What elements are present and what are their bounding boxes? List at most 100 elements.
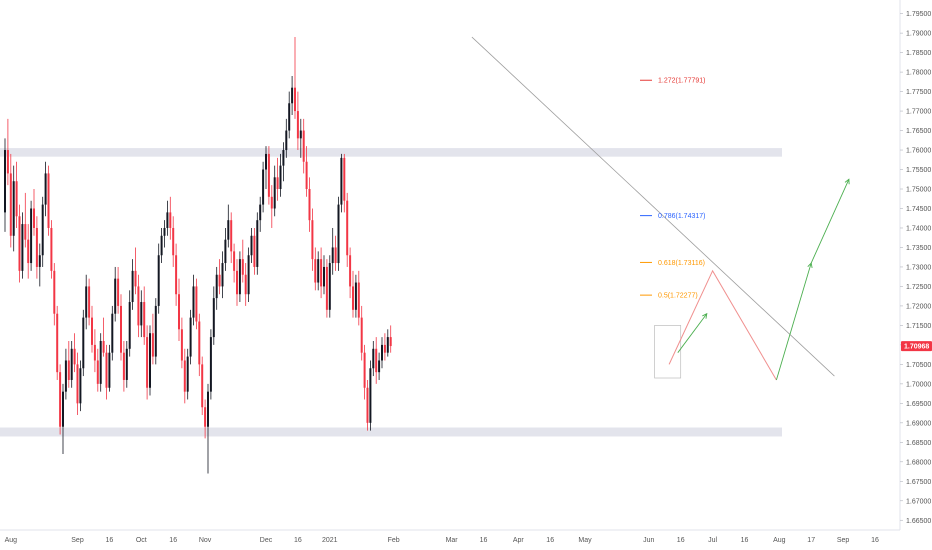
candle [111, 305, 114, 361]
candle-body [265, 153, 267, 170]
candle [299, 118, 302, 158]
y-tick-label: 1.70000 [906, 381, 931, 388]
candle [163, 220, 166, 248]
candle-body [131, 270, 134, 303]
candle [262, 161, 265, 213]
candle [346, 192, 349, 267]
candle-body [305, 161, 308, 190]
fibonacci-levels: 1.272(1.77791) 0.786(1.74317) 0.618(1.7311… [640, 78, 705, 300]
candle [207, 383, 209, 474]
candle [67, 340, 70, 388]
candle [354, 274, 357, 318]
last-price-box [901, 341, 932, 352]
candle-body [53, 270, 56, 314]
candle [18, 204, 21, 283]
candle [44, 161, 47, 217]
candle [317, 251, 320, 291]
projection-path-red [668, 269, 777, 381]
candle-body [18, 216, 21, 271]
candle-body [157, 255, 160, 306]
candle-body [183, 360, 186, 392]
candle-body [96, 360, 99, 384]
y-tick-label: 1.68500 [906, 440, 931, 447]
candle-body [320, 259, 323, 287]
candle-body [357, 282, 360, 318]
candle [189, 309, 192, 365]
y-tick-label: 1.67000 [906, 498, 931, 505]
x-axis[interactable]: Aug Sep 16 Oct 16 Nov Dec 16 2021 Feb Mar 16 Apr 16 Ma… [0, 529, 900, 544]
x-tick-label: 16 [169, 537, 177, 544]
candle-body [76, 364, 79, 404]
candle [215, 266, 218, 310]
candle-body [143, 302, 146, 338]
candle [314, 247, 317, 291]
candle-body [67, 360, 70, 380]
candle-body [140, 302, 143, 326]
candle [12, 165, 15, 252]
y-tick-label: 1.73500 [906, 245, 931, 252]
candle [256, 212, 259, 275]
candle [38, 243, 41, 287]
candle [96, 348, 99, 392]
x-tick-label: Apr [513, 537, 525, 544]
candle-body [154, 305, 157, 357]
candle [82, 309, 85, 377]
y-tick-label: 1.79500 [906, 11, 931, 18]
candle [241, 239, 244, 283]
candle [305, 146, 308, 197]
y-axis[interactable]: 1.79500 1.79000 1.78500 1.78000 1.77500 1.770… [899, 0, 931, 530]
y-tick-label: 1.71500 [906, 323, 931, 330]
candle [381, 337, 383, 369]
candle [331, 227, 334, 275]
candle-body [30, 208, 33, 264]
candle-body [56, 313, 59, 373]
candle-body [125, 348, 128, 380]
candle-body [238, 259, 241, 295]
y-tick-label: 1.75500 [906, 167, 931, 174]
candle [73, 333, 76, 373]
candle [259, 196, 262, 232]
candle-body [302, 130, 305, 162]
support-resistance-zones [0, 148, 782, 437]
candle-body [70, 348, 73, 380]
candle [325, 259, 328, 318]
y-tick-label: 1.67500 [906, 479, 931, 486]
x-tick-label: Oct [136, 537, 147, 544]
candle [99, 333, 102, 392]
candle-body [44, 173, 47, 205]
candle [218, 259, 221, 295]
candle-body [172, 227, 175, 256]
candle-body [59, 372, 62, 427]
candle-body [186, 356, 189, 392]
candle [296, 91, 299, 151]
candle-body [349, 255, 352, 287]
candle-body [369, 368, 372, 423]
candlesticks [4, 37, 392, 474]
candle-body [253, 235, 256, 267]
candle [334, 235, 337, 271]
candle [366, 379, 369, 431]
candle [328, 255, 331, 318]
candle-body [117, 278, 120, 306]
candle [323, 255, 325, 295]
candle [233, 243, 236, 283]
candle-body [99, 340, 102, 384]
candle-body [4, 150, 6, 213]
candle [56, 305, 59, 380]
candle [183, 348, 186, 404]
candle [363, 344, 366, 400]
candle-body [317, 259, 320, 283]
y-tick-label: 1.77000 [906, 109, 931, 116]
candle [236, 259, 238, 306]
fib-level-label: 0.5(1.72277) [658, 293, 698, 300]
candle [79, 360, 82, 412]
candle [53, 263, 56, 326]
consolidation-box [654, 325, 682, 379]
candle-body [120, 305, 122, 353]
y-tick-label: 1.78500 [906, 50, 931, 57]
candle-body [91, 317, 93, 345]
last-price-tag: 1.70968 [901, 341, 932, 352]
x-tick-label: Nov [199, 537, 212, 544]
y-tick-label: 1.78000 [906, 70, 931, 77]
